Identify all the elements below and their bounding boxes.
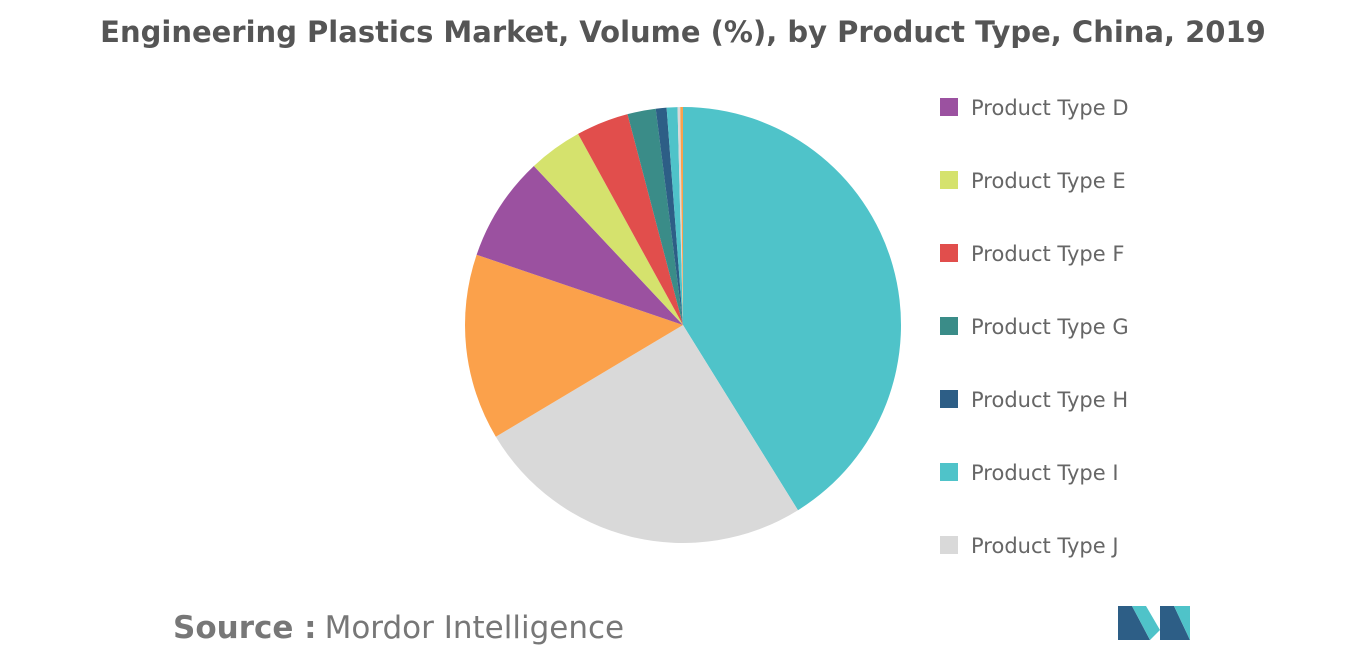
legend-label: Product Type I	[971, 461, 1119, 485]
legend-swatch	[940, 317, 958, 335]
logo	[1118, 606, 1190, 640]
legend-swatch	[940, 244, 958, 262]
source: Source : Mordor Intelligence	[173, 610, 624, 646]
pie-slice	[464, 254, 683, 437]
chart-title: Engineering Plastics Market, Volume (%),…	[100, 15, 1266, 49]
legend: Product Type D Product Type E Product Type…	[940, 96, 1129, 558]
legend-swatch	[940, 171, 958, 189]
pie-slice	[680, 107, 683, 325]
source-label: Source :	[173, 610, 317, 646]
pie-slice	[495, 325, 798, 543]
legend-label: Product Type D	[971, 96, 1129, 120]
source-name: Mordor Intelligence	[325, 610, 625, 646]
legend-swatch	[940, 390, 958, 408]
pie-slice	[533, 133, 683, 325]
legend-swatch	[940, 98, 958, 116]
legend-label: Product Type E	[971, 169, 1126, 193]
pie-slice	[627, 108, 683, 325]
legend-label: Product Type H	[971, 388, 1128, 412]
pie-slice	[655, 107, 683, 325]
legend-label: Product Type J	[971, 534, 1119, 558]
pie-slice	[578, 114, 683, 326]
legend-swatch	[940, 463, 958, 481]
pie-slice	[666, 107, 683, 325]
pie	[464, 107, 901, 543]
legend-swatch	[940, 536, 958, 554]
pie-slice	[683, 107, 901, 511]
legend-label: Product Type G	[971, 315, 1129, 339]
legend-label: Product Type F	[971, 242, 1124, 266]
pie-slice	[677, 107, 683, 325]
pie-slice	[476, 165, 683, 325]
